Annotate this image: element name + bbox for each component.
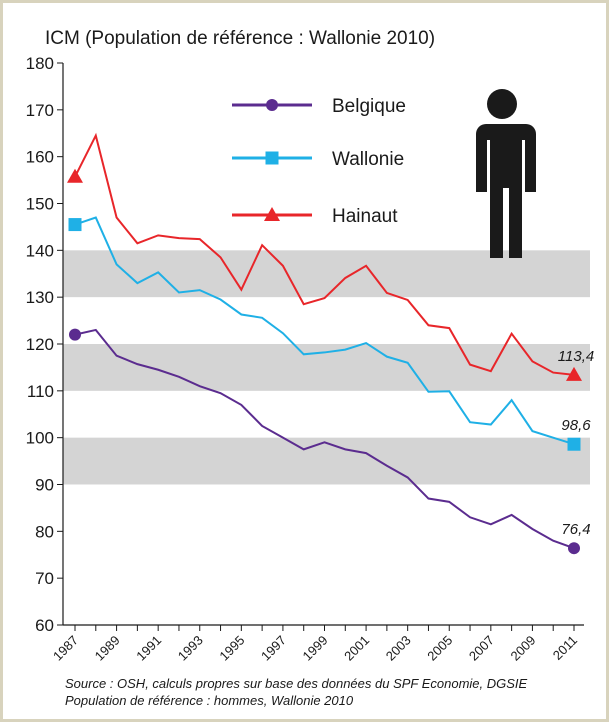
value-label: 113,4: [558, 348, 594, 365]
y-tick-label: 100: [26, 429, 54, 448]
y-tick-label: 60: [35, 616, 54, 635]
value-label: 76,4: [561, 521, 590, 538]
marker: [568, 542, 580, 555]
line: [74, 328, 575, 550]
chart-title: ICM (Population de référence : Wallonie …: [45, 28, 435, 49]
marker: [264, 207, 280, 221]
band: [63, 437, 590, 485]
band: [63, 344, 590, 391]
legend-label: Belgique: [332, 96, 406, 117]
y-tick-label: 160: [26, 148, 54, 167]
value-label: 98,6: [561, 417, 591, 434]
y-tick-label: 140: [26, 241, 54, 260]
y-tick-label: 130: [26, 288, 54, 307]
note: Population de référence : hommes, Wallon…: [65, 693, 354, 708]
band: [63, 250, 590, 298]
marker: [69, 328, 81, 341]
y-tick-label: 90: [35, 476, 54, 495]
y-tick-label: 180: [26, 54, 54, 73]
marker: [67, 168, 83, 183]
marker: [266, 99, 278, 111]
legend-label: Wallonie: [332, 149, 404, 170]
line: [74, 132, 575, 376]
y-tick-label: 110: [27, 382, 54, 401]
marker: [68, 218, 82, 232]
marker: [567, 437, 581, 451]
line: [74, 216, 575, 446]
y-tick-label: 120: [26, 335, 54, 354]
y-tick-label: 70: [35, 569, 54, 588]
y-tick-label: 170: [26, 101, 54, 120]
y-tick-label: 80: [35, 522, 54, 541]
marker: [566, 366, 582, 381]
marker: [265, 151, 279, 165]
source: Source : OSH, calculs propres sur base d…: [65, 676, 528, 691]
person-icon: [476, 89, 536, 258]
y-tick-label: 150: [26, 195, 54, 214]
legend-label: Hainaut: [332, 206, 398, 227]
